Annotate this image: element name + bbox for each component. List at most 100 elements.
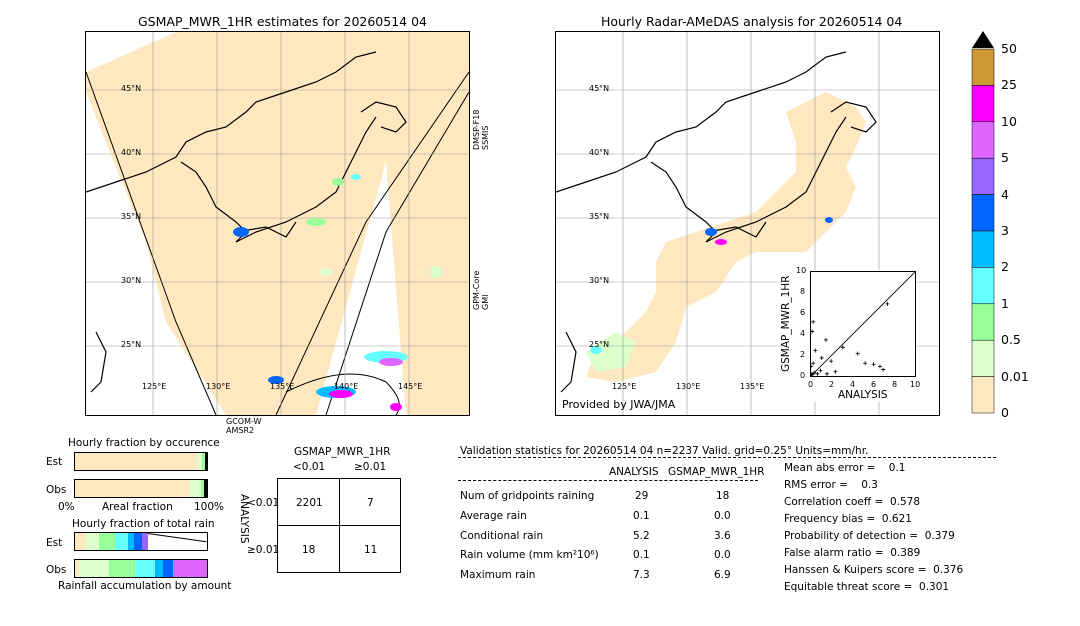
validation-row-gsmap: 0.0 [714,510,731,522]
scatter-point [818,368,823,373]
left-lat-40: 40°N [121,148,142,157]
colorbar-label: 0 [1001,405,1009,420]
fraction-est-label-1: Est [46,456,63,468]
scatter-point [823,337,828,342]
scatter-point [819,355,824,360]
colorbar-extend-arrow [972,31,994,48]
contingency-title: GSMAP_MWR_1HR [294,446,391,458]
colorbar-label: 2 [1001,259,1009,275]
left-lon-125: 125°E [142,382,167,391]
score-ets: Equitable threat score = 0.301 [784,581,950,593]
scatter-point [863,361,868,366]
score-far: False alarm ratio = 0.389 [784,547,921,559]
scatter-point [871,362,876,367]
colorbar-segment [971,157,995,195]
swath-label-dmsp: DMSP-F18 SSMIS [472,109,490,150]
right-lat-35: 35°N [589,212,610,221]
colorbar [971,31,995,414]
scatter-xtick-2: 2 [829,380,835,389]
colorbar-label: 0.01 [1001,368,1029,384]
scatter-ytick-2: 2 [800,350,806,359]
fraction-obs-label-2: Obs [46,564,67,576]
scatter-point [811,319,816,324]
scatter-point [815,371,820,376]
left-map-title: GSMAP_MWR_1HR estimates for 20260514 04 [138,14,427,29]
validation-row-analysis: 5.2 [633,530,650,542]
validation-row-label: Rain volume (mm km²10⁶) [460,549,599,561]
fraction-title-occurrence: Hourly fraction by occurence [68,437,220,449]
validation-row-analysis: 7.3 [633,569,650,581]
score-mae: Mean abs error = 0.1 [784,462,906,474]
total-obs-bar [74,559,208,578]
scatter-point [810,329,815,334]
scatter-ytick-8: 8 [800,287,806,296]
validation-row-label: Maximum rain [460,569,536,581]
contingency-row1: <0.01 [247,497,280,509]
scatter-ylabel: GSMAP_MWR_1HR [780,275,792,372]
scatter-point [877,364,882,369]
right-lat-25: 25°N [589,340,610,349]
colorbar-label: 3 [1001,223,1009,238]
contingency-v22: 11 [364,544,378,556]
left-lon-140: 140°E [334,382,359,391]
validation-row-label: Num of gridpoints raining [460,490,595,502]
scatter-ytick-4: 4 [800,329,806,338]
colorbar-segment [971,376,995,414]
scatter-point [810,371,814,376]
colorbar-segment [971,339,995,377]
scatter-point [855,351,860,356]
right-lat-30: 30°N [589,276,610,285]
fraction-title-total: Hourly fraction of total rain [72,518,215,530]
validation-row-gsmap: 0.0 [714,549,731,561]
colorbar-label: 5 [1001,150,1009,166]
validation-divider [458,457,996,458]
colorbar-label: 50 [1001,41,1017,56]
validation-row-analysis: 0.1 [633,549,650,561]
right-lon-135: 135°E [740,382,765,391]
colorbar-label: 1 [1001,295,1009,311]
scatter-xtick-4: 4 [850,380,856,389]
fraction-axis-left: 0% [58,501,75,513]
scatter-point [885,301,890,306]
left-lon-145: 145°E [398,382,423,391]
right-map-canvas [556,32,939,415]
score-corr: Correlation coeff = 0.578 [784,496,920,508]
scatter-point [840,345,845,350]
validation-col-gsmap: GSMAP_MWR_1HR [668,466,765,478]
score-freq-bias: Frequency bias = 0.621 [784,513,912,525]
right-lon-130: 130°E [676,382,701,391]
swath-label-gcomw: GCOM-W [226,417,262,426]
scatter-ytick-0: 0 [800,371,806,380]
validation-row-gsmap: 3.6 [714,530,731,542]
validation-row-gsmap: 6.9 [714,569,731,581]
scatter-xtick-10: 10 [910,380,921,389]
colorbar-segment [971,194,995,232]
contingency-v21: 18 [302,544,316,556]
left-lon-135: 135°E [270,382,295,391]
fraction-bottom-label: Rainfall accumulation by amount [58,580,232,592]
contingency-row2: ≥0.01 [247,544,280,556]
left-lat-45: 45°N [121,84,142,93]
right-lon-125: 125°E [612,382,637,391]
fraction-axis-mid: Areal fraction [102,501,173,513]
scatter-point [811,361,816,366]
scatter-ytick-10: 10 [796,266,807,275]
occurrence-est-bar [74,452,208,471]
scatter-ytick-6: 6 [800,308,806,317]
score-hk: Hanssen & Kuipers score = 0.376 [784,564,964,576]
left-lat-35: 35°N [121,212,142,221]
contingency-col1: <0.01 [293,461,326,473]
fraction-axis-right: 100% [194,501,225,513]
score-rmse: RMS error = 0.3 [784,479,878,491]
contingency-col2: ≥0.01 [354,461,387,473]
fraction-est-label-2: Est [46,537,63,549]
right-lat-45: 45°N [589,84,610,93]
colorbar-segment [971,48,995,86]
total-est-bar [74,532,208,551]
colorbar-segment [971,121,995,159]
left-map: 45°N 40°N 35°N 30°N 25°N 125°E 130°E 135… [85,31,470,416]
colorbar-label: 10 [1001,113,1017,129]
score-pod: Probability of detection = 0.379 [784,530,955,542]
swath-label-gpm: GPM-Core GMI [472,270,490,310]
validation-row-label: Average rain [460,510,527,522]
